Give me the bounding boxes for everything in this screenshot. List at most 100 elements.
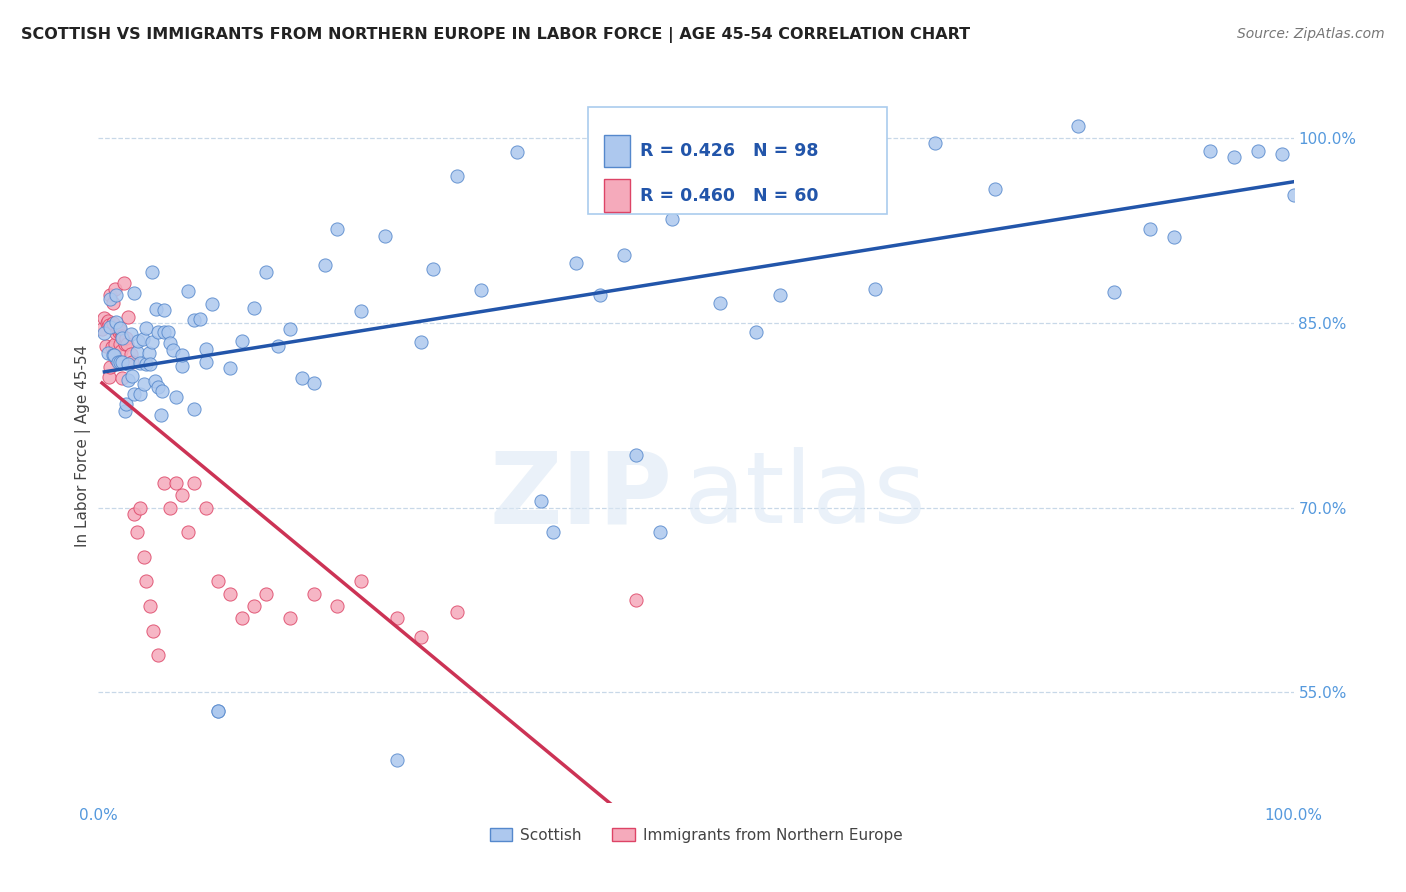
- Point: [108, 337, 131, 351]
- Text: ZIP: ZIP: [489, 448, 672, 544]
- Point: [648, 525, 672, 540]
- Point: [165, 475, 187, 490]
- Point: [125, 344, 148, 359]
- Point: [984, 181, 1007, 195]
- Point: [159, 500, 181, 515]
- Point: [131, 332, 153, 346]
- Point: [115, 331, 138, 345]
- Point: [183, 475, 205, 490]
- Point: [96, 316, 118, 330]
- Point: [219, 360, 242, 375]
- Point: [1104, 285, 1126, 300]
- Point: [98, 369, 121, 384]
- Point: [278, 321, 301, 335]
- Point: [865, 282, 887, 296]
- Point: [302, 587, 325, 601]
- Point: [1139, 222, 1161, 236]
- Point: [105, 288, 128, 302]
- Point: [124, 285, 146, 300]
- Point: [626, 448, 648, 462]
- Point: [685, 119, 707, 133]
- Point: [138, 345, 160, 359]
- Point: [108, 321, 131, 335]
- Point: [108, 355, 131, 369]
- Point: [121, 369, 143, 384]
- Point: [115, 397, 138, 411]
- Point: [745, 326, 768, 340]
- Point: [172, 359, 194, 373]
- Point: [589, 288, 612, 302]
- Point: [165, 390, 187, 404]
- Point: [93, 311, 115, 326]
- Point: [254, 587, 277, 601]
- Point: [626, 592, 648, 607]
- Point: [385, 753, 409, 767]
- Point: [1223, 150, 1246, 164]
- Point: [661, 212, 683, 227]
- Point: [188, 312, 211, 326]
- Text: Source: ZipAtlas.com: Source: ZipAtlas.com: [1237, 27, 1385, 41]
- Point: [326, 599, 349, 613]
- Point: [101, 348, 124, 362]
- Point: [506, 145, 529, 160]
- Point: [148, 380, 170, 394]
- Point: [139, 357, 162, 371]
- Point: [98, 287, 122, 301]
- Point: [93, 326, 115, 341]
- Point: [111, 355, 134, 369]
- Text: atlas: atlas: [685, 448, 925, 544]
- Point: [1247, 144, 1270, 158]
- Point: [385, 611, 409, 625]
- Point: [145, 302, 167, 317]
- Point: [219, 587, 242, 601]
- Point: [1067, 119, 1090, 133]
- Point: [530, 494, 553, 508]
- Point: [129, 387, 152, 401]
- Text: R = 0.426   N = 98: R = 0.426 N = 98: [640, 142, 818, 160]
- Point: [149, 408, 172, 422]
- Point: [129, 356, 152, 370]
- Point: [195, 355, 218, 369]
- Point: [141, 334, 163, 349]
- Point: [446, 169, 468, 183]
- Point: [162, 343, 184, 357]
- Point: [709, 296, 731, 310]
- Point: [117, 310, 139, 324]
- Point: [153, 325, 176, 339]
- Point: [135, 574, 157, 589]
- Point: [302, 376, 325, 391]
- Text: SCOTTISH VS IMMIGRANTS FROM NORTHERN EUROPE IN LABOR FORCE | AGE 45-54 CORRELATI: SCOTTISH VS IMMIGRANTS FROM NORTHERN EUR…: [21, 27, 970, 43]
- Point: [231, 611, 253, 625]
- Point: [117, 373, 139, 387]
- Point: [110, 344, 132, 359]
- Point: [804, 119, 827, 133]
- Point: [153, 303, 176, 318]
- Point: [231, 334, 253, 349]
- Point: [101, 316, 124, 330]
- Point: [114, 337, 136, 351]
- Point: [183, 402, 205, 417]
- Point: [111, 371, 134, 385]
- Point: [104, 337, 127, 351]
- Point: [565, 256, 588, 270]
- Point: [132, 377, 155, 392]
- Point: [446, 605, 468, 619]
- Point: [97, 314, 120, 328]
- Point: [120, 346, 142, 360]
- Point: [103, 348, 125, 362]
- Point: [470, 283, 492, 297]
- Point: [1199, 144, 1222, 158]
- FancyBboxPatch shape: [605, 179, 630, 211]
- Point: [924, 136, 946, 151]
- Point: [195, 343, 218, 357]
- Point: [112, 277, 135, 291]
- Point: [148, 325, 170, 339]
- Point: [1163, 230, 1185, 244]
- Point: [132, 549, 155, 564]
- Point: [97, 346, 120, 360]
- Point: [177, 525, 200, 540]
- Point: [129, 500, 152, 515]
- Point: [254, 265, 277, 279]
- Point: [103, 345, 125, 359]
- Point: [195, 500, 218, 515]
